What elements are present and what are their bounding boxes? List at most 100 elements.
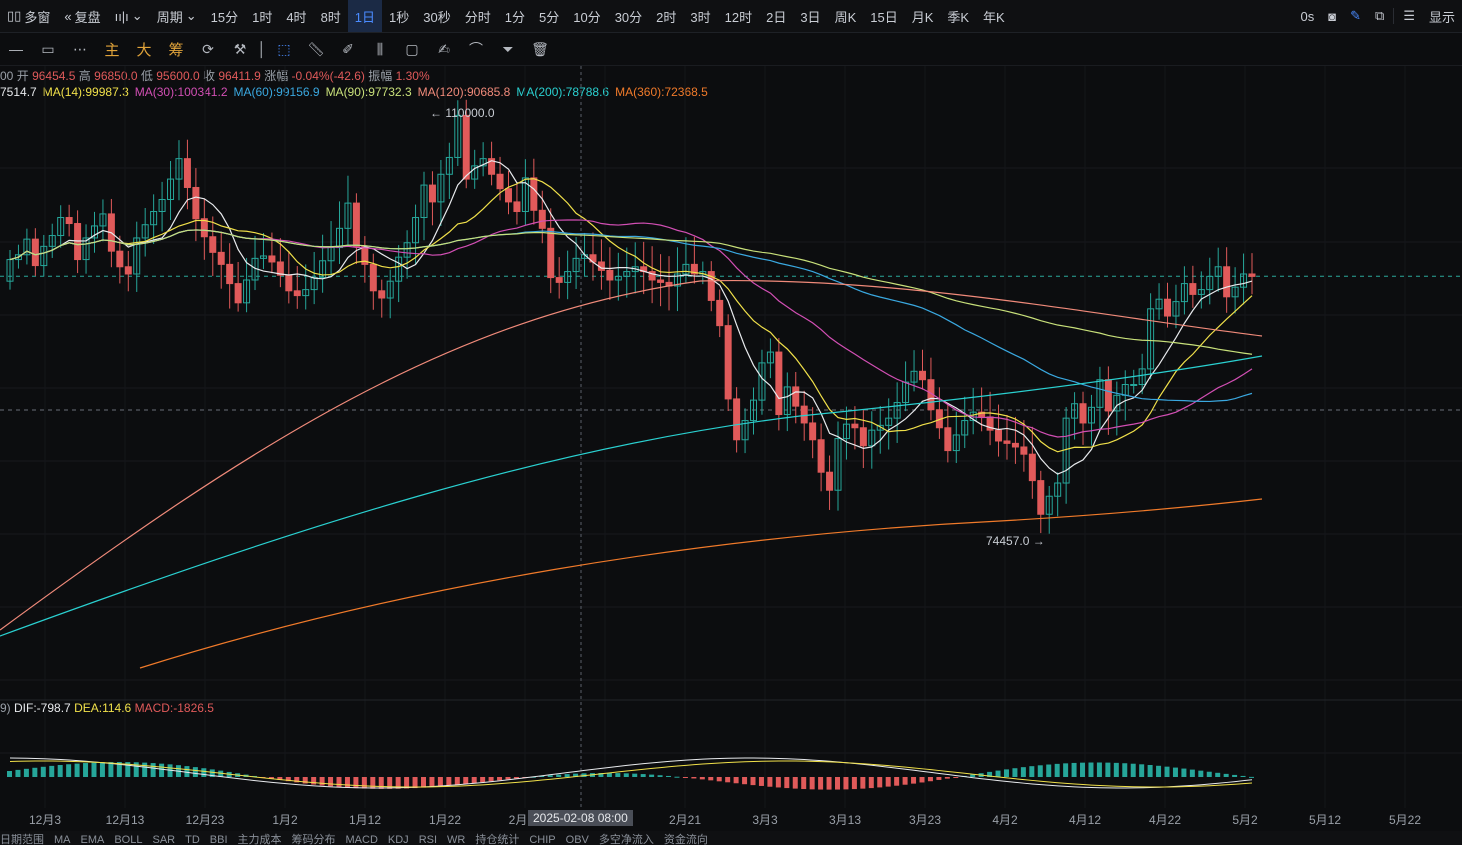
candle-body xyxy=(623,271,631,277)
high-marker-label: ← 110000.0 xyxy=(430,106,495,120)
chip-button[interactable]: 筹 xyxy=(168,41,184,59)
magnet-icon[interactable]: ⌒ xyxy=(469,41,483,57)
period-tab[interactable]: 分时 xyxy=(464,9,491,25)
macd-histogram-bar xyxy=(750,777,756,786)
macd-histogram-bar xyxy=(108,762,114,777)
period-tab[interactable]: 4时 xyxy=(286,9,307,25)
period-tab[interactable]: 30秒 xyxy=(423,9,451,25)
candle-body xyxy=(530,177,538,211)
indicator-tab[interactable]: 持仓统计 xyxy=(475,834,520,845)
x-tick-label: 4月22 xyxy=(1148,813,1182,827)
indicator-tab[interactable]: 资金流向 xyxy=(663,834,708,845)
indicator-tab[interactable]: BBI xyxy=(209,834,228,845)
macd-histogram-bar xyxy=(370,777,376,789)
pen-icon[interactable]: ✎ xyxy=(1350,8,1362,23)
period-tab[interactable]: 15分 xyxy=(210,9,239,25)
brush-icon[interactable]: ✐ xyxy=(342,40,354,57)
macd-histogram-bar xyxy=(843,777,849,790)
trash-icon[interactable]: 🗑︎ xyxy=(531,40,549,57)
period-tab[interactable]: 10分 xyxy=(573,9,601,25)
indicator-tab[interactable]: 日期范围 xyxy=(0,834,44,845)
minus-icon[interactable]: — xyxy=(9,41,23,57)
candle-body xyxy=(395,256,403,282)
candle-icon[interactable]: ⫼ xyxy=(376,40,384,57)
cursor-icon[interactable]: ⬚ xyxy=(277,40,291,57)
sync-icon[interactable]: ⟳ xyxy=(202,40,214,57)
indicator-tab[interactable]: 主力成本 xyxy=(237,834,282,845)
period-tab[interactable]: 15日 xyxy=(870,9,898,25)
indicator-tab[interactable]: TD xyxy=(185,834,200,845)
macd-histogram-bar xyxy=(564,774,570,777)
replay-button[interactable]: « 复盘 xyxy=(64,8,101,25)
indicator-tab[interactable]: CHIP xyxy=(529,834,556,845)
candle-body xyxy=(1071,403,1079,419)
display-button[interactable]: 显示 xyxy=(1428,9,1455,25)
macd-histogram-bar xyxy=(488,777,494,782)
main-indicator-button[interactable]: 主 xyxy=(104,41,120,59)
macd-histogram-bar xyxy=(767,777,773,787)
macd-histogram-bar xyxy=(15,769,21,777)
indicator-tab[interactable]: SAR xyxy=(152,834,176,845)
period-tab[interactable]: 8时 xyxy=(320,9,341,25)
indicator-tab[interactable]: RSI xyxy=(418,834,438,845)
candle-body xyxy=(352,202,360,247)
period-tab[interactable]: 1分 xyxy=(504,9,525,25)
candlestick-chart[interactable]: ← 110000.0 74457.0 → xyxy=(0,66,1462,808)
macd-histogram-bar xyxy=(573,773,579,777)
indicator-tab[interactable]: BOLL xyxy=(114,834,143,845)
period-tab[interactable]: 2日 xyxy=(766,9,787,25)
indicator-tab[interactable]: WR xyxy=(447,834,466,845)
candle-body xyxy=(1248,273,1256,277)
candle-body xyxy=(1138,368,1146,386)
period-tab[interactable]: 12时 xyxy=(724,9,753,25)
indicator-tab[interactable]: KDJ xyxy=(387,834,409,845)
fullscreen-icon[interactable]: ⧉ xyxy=(1375,8,1385,23)
clipboard-icon[interactable]: ▢ xyxy=(405,40,419,57)
note-icon[interactable]: ✍ xyxy=(438,40,450,57)
menu-icon[interactable]: ☰ xyxy=(1403,8,1415,23)
period-tab[interactable]: 1秒 xyxy=(389,9,410,25)
camera-icon[interactable]: ◙ xyxy=(1328,8,1337,24)
x-tick-label: 12月23 xyxy=(185,813,225,827)
indicator-tab[interactable]: MA xyxy=(54,834,71,845)
macd-histogram-bar xyxy=(40,766,46,777)
indicator-tab[interactable]: 多空净流入 xyxy=(598,834,654,845)
macd-histogram-bar xyxy=(150,763,156,777)
indicator-tab[interactable]: 筹码分布 xyxy=(291,834,336,845)
macd-histogram-bar xyxy=(429,777,435,788)
period-tab[interactable]: 年K xyxy=(983,9,1005,25)
tools-icon[interactable]: ⚒ xyxy=(233,40,247,57)
macd-histogram-bar xyxy=(666,775,672,777)
rectangle-icon[interactable]: ▭ xyxy=(41,40,55,57)
ma-legend-item: MA(14):99987.3 xyxy=(42,85,129,99)
period-tab[interactable]: 3日 xyxy=(800,9,821,25)
period-tab[interactable]: 2时 xyxy=(656,9,677,25)
ma-legend-item: 7514.7 xyxy=(0,85,37,99)
more-icon[interactable]: ⋯ xyxy=(73,40,87,57)
multi-window-button[interactable]: ▯▯ 多窗 xyxy=(7,8,51,25)
period-tab[interactable]: 季K xyxy=(947,9,970,25)
macd-histogram-bar xyxy=(437,777,443,787)
period-tab[interactable]: 30分 xyxy=(614,9,643,25)
indicator-tab[interactable]: EMA xyxy=(80,834,105,845)
indicator-tab[interactable]: MACD xyxy=(345,834,378,845)
macd-histogram-bar xyxy=(1215,772,1221,777)
period-tab[interactable]: 月K xyxy=(911,9,934,25)
candle-body xyxy=(733,398,741,441)
macd-histogram-bar xyxy=(1147,765,1153,777)
candle-body xyxy=(1104,379,1112,412)
filter-icon[interactable]: ⏷ xyxy=(502,40,514,57)
period-tab[interactable]: 3时 xyxy=(690,9,711,25)
period-dropdown[interactable]: 周期 ⌄ xyxy=(156,8,197,25)
macd-histogram-bar xyxy=(268,777,274,779)
period-tab[interactable]: 周K xyxy=(834,9,857,25)
ruler-icon[interactable]: 📏︎ xyxy=(307,40,325,57)
big-order-button[interactable]: 大 xyxy=(136,41,152,59)
chart-type-button[interactable]: ıı|ı ⌄ xyxy=(108,0,150,32)
ma200-line xyxy=(0,355,1263,637)
period-tab[interactable]: 1日 xyxy=(347,0,383,32)
candle-body xyxy=(885,417,893,426)
period-tab[interactable]: 5分 xyxy=(538,9,560,25)
indicator-tab[interactable]: OBV xyxy=(565,834,589,845)
period-tab[interactable]: 1时 xyxy=(252,9,273,25)
